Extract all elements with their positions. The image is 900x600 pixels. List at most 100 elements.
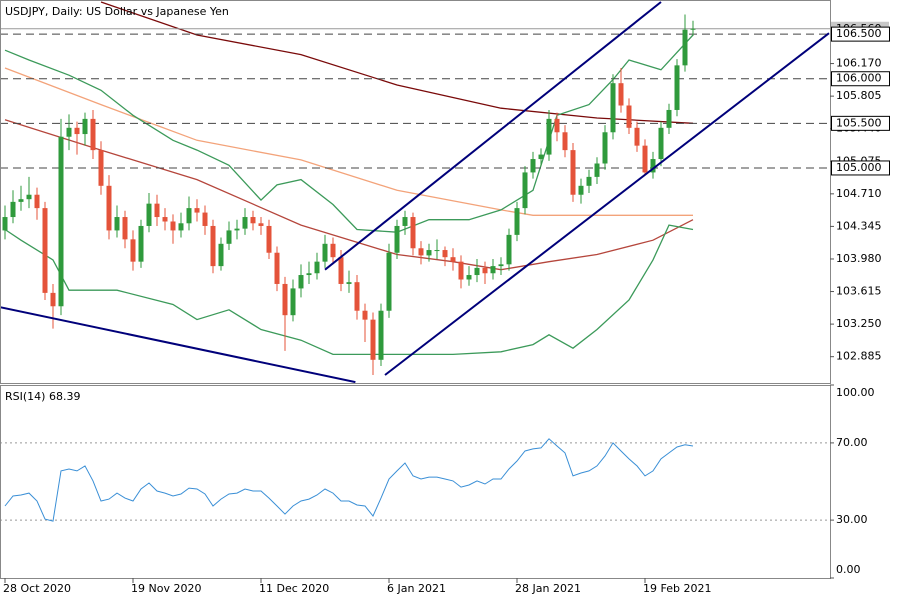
indicator-line	[4, 34, 694, 233]
candle-body	[42, 208, 48, 293]
y-tick-label: 102.885	[836, 350, 882, 363]
x-tick-label: 19 Feb 2021	[643, 582, 711, 595]
level-box	[831, 115, 890, 131]
trendline	[324, 1, 662, 271]
rsi-pane-frame	[0, 385, 831, 579]
y-tick-label: 103.250	[836, 317, 882, 330]
candle-body	[610, 83, 616, 133]
price-plot	[1, 1, 830, 383]
candle-body	[186, 208, 192, 224]
level-box	[831, 26, 890, 42]
candle-body	[90, 118, 96, 151]
candle-body	[466, 275, 472, 280]
candle-body	[370, 319, 376, 360]
candle-body	[562, 132, 568, 151]
x-tick-label: 28 Jan 2021	[515, 582, 581, 595]
candle-body	[258, 223, 264, 226]
candle-body	[570, 150, 576, 195]
candle-body	[674, 65, 680, 110]
candle-body	[282, 283, 288, 316]
candle-body	[378, 310, 384, 360]
candle-body	[538, 154, 544, 160]
candle-body	[162, 217, 168, 222]
candle-body	[290, 288, 296, 316]
candle-body	[114, 217, 120, 231]
rsi-y-tick-label: 30.00	[836, 513, 868, 526]
candle-body	[546, 118, 552, 155]
candle-body	[394, 225, 400, 253]
candle-body	[298, 275, 304, 289]
y-tick-label: 103.980	[836, 252, 882, 265]
axes: 106.170105.805105.440105.075104.710104.3…	[3, 21, 890, 595]
candle-body	[602, 132, 608, 164]
candle-body	[450, 257, 456, 262]
candle-body	[554, 118, 560, 133]
rsi-y-tick-label: 70.00	[836, 436, 868, 449]
candle-body	[434, 250, 440, 252]
candle-body	[82, 118, 88, 135]
candle-body	[218, 243, 224, 267]
indicator-line	[4, 67, 693, 216]
x-tick-label: 19 Nov 2020	[131, 582, 201, 595]
y-tick-label: 104.345	[836, 219, 882, 232]
trendline	[384, 32, 830, 376]
x-tick-label: 11 Dec 2020	[259, 582, 329, 595]
trendline	[1, 306, 356, 383]
candle-body	[490, 266, 496, 274]
rsi-title: RSI(14) 68.39	[5, 390, 80, 403]
y-tick-label: 103.615	[836, 285, 882, 298]
level-box	[831, 160, 890, 176]
candle-body	[74, 127, 80, 135]
candle-body	[234, 228, 240, 231]
x-tick-label: 28 Oct 2020	[3, 582, 71, 595]
candle-body	[314, 261, 320, 274]
candle-body	[482, 267, 488, 274]
level-label: 105.500	[836, 116, 882, 129]
candle-body	[154, 203, 160, 218]
candle-body	[514, 208, 520, 235]
candle-body	[66, 127, 72, 137]
candle-body	[682, 29, 688, 66]
candle-body	[250, 217, 256, 224]
level-label: 106.500	[836, 27, 882, 40]
candle-body	[594, 163, 600, 177]
candle-body	[274, 252, 280, 284]
candle-body	[642, 145, 648, 173]
candle-body	[658, 127, 664, 160]
candle-body	[146, 203, 152, 226]
candle-body	[458, 261, 464, 280]
candle-body	[346, 282, 352, 284]
candle-body	[386, 252, 392, 311]
rsi-y-tick-label: 100.00	[836, 386, 875, 399]
x-tick-label: 6 Jan 2021	[387, 582, 446, 595]
candle-body	[418, 248, 424, 256]
candle-body	[410, 217, 416, 249]
candle-body	[266, 225, 272, 253]
candle-body	[2, 217, 8, 231]
candle-body	[226, 230, 232, 244]
candle-body	[498, 264, 504, 267]
y-tick-label: 106.170	[836, 57, 882, 70]
rsi-plot	[1, 438, 830, 522]
chart-title: USDJPY, Daily: US Dollar vs Japanese Yen	[5, 5, 229, 18]
candle-body	[322, 243, 328, 262]
candle-body	[522, 172, 528, 209]
candle-body	[506, 234, 512, 265]
candle-body	[442, 250, 448, 258]
candle-body	[426, 250, 432, 256]
candle-body	[242, 217, 248, 229]
candle-body	[330, 243, 336, 258]
candle-body	[202, 212, 208, 226]
candle-body	[170, 221, 176, 231]
candle-body	[666, 109, 672, 128]
candle-body	[130, 239, 136, 262]
candle-body	[58, 136, 64, 307]
candle-body	[634, 127, 640, 146]
candle-body	[650, 159, 656, 173]
y-tick-label: 104.710	[836, 187, 882, 200]
candle-body	[338, 257, 344, 284]
candle-body	[690, 28, 696, 30]
candle-body	[210, 225, 216, 267]
candle-body	[306, 273, 312, 276]
